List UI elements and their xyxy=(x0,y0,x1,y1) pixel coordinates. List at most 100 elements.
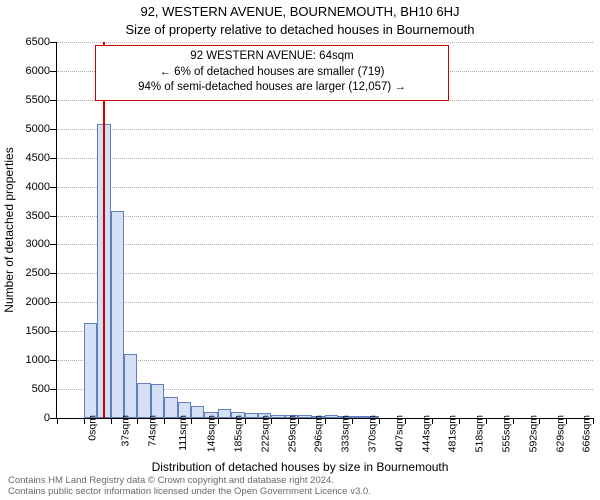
x-tick-label: 518sqm xyxy=(474,415,486,452)
x-tick-label: 222sqm xyxy=(259,415,271,452)
x-tick xyxy=(513,418,514,424)
x-tick xyxy=(84,418,85,424)
y-tick xyxy=(50,418,56,419)
histogram-bar xyxy=(191,406,204,418)
gridline xyxy=(57,360,593,361)
y-tick-label: 3500 xyxy=(10,210,50,222)
y-tick-label: 6000 xyxy=(10,65,50,77)
y-tick xyxy=(50,216,56,217)
x-tick xyxy=(593,418,594,424)
histogram-bar xyxy=(137,383,150,418)
histogram-bar xyxy=(325,415,338,418)
x-tick xyxy=(271,418,272,424)
y-axis-title: Number of detached properties xyxy=(2,147,16,312)
y-tick xyxy=(50,129,56,130)
y-tick-label: 1000 xyxy=(10,354,50,366)
y-tick xyxy=(50,302,56,303)
gridline xyxy=(57,302,593,303)
y-tick-label: 6500 xyxy=(10,36,50,48)
histogram-bar xyxy=(111,211,124,418)
gridline xyxy=(57,273,593,274)
histogram-bar xyxy=(218,409,231,418)
gridline xyxy=(57,158,593,159)
x-tick xyxy=(137,418,138,424)
x-tick xyxy=(245,418,246,424)
x-tick-label: 555sqm xyxy=(500,415,512,452)
x-tick-label: 74sqm xyxy=(146,415,158,447)
y-tick-label: 2500 xyxy=(10,267,50,279)
y-tick-label: 2000 xyxy=(10,296,50,308)
y-tick xyxy=(50,187,56,188)
y-tick xyxy=(50,244,56,245)
histogram-bar xyxy=(245,413,258,418)
x-tick xyxy=(405,418,406,424)
x-tick-label: 111sqm xyxy=(177,415,189,451)
footer-line2: Contains public sector information licen… xyxy=(8,487,371,498)
y-tick xyxy=(50,71,56,72)
x-tick-label: 444sqm xyxy=(420,415,432,452)
x-tick-label: 481sqm xyxy=(447,415,459,452)
y-tick xyxy=(50,42,56,43)
y-tick-label: 4500 xyxy=(10,152,50,164)
x-tick-label: 37sqm xyxy=(119,415,131,447)
x-tick-label: 185sqm xyxy=(232,415,244,452)
gridline xyxy=(57,216,593,217)
histogram-bar xyxy=(84,323,97,418)
x-tick-label: 148sqm xyxy=(206,415,218,452)
histogram-bar xyxy=(151,384,164,418)
x-tick xyxy=(566,418,567,424)
highlight-line3: 94% of semi-detached houses are larger (… xyxy=(102,80,442,96)
x-tick-label: 666sqm xyxy=(581,415,593,452)
x-tick xyxy=(459,418,460,424)
footer: Contains HM Land Registry data © Crown c… xyxy=(8,476,371,498)
chart-title: 92, WESTERN AVENUE, BOURNEMOUTH, BH10 6H… xyxy=(0,4,600,19)
x-tick xyxy=(57,418,58,424)
x-tick xyxy=(191,418,192,424)
y-tick xyxy=(50,158,56,159)
y-tick xyxy=(50,360,56,361)
x-tick xyxy=(379,418,380,424)
x-tick-label: 333sqm xyxy=(340,415,352,452)
histogram-bar xyxy=(164,397,177,418)
highlight-line1: 92 WESTERN AVENUE: 64sqm xyxy=(102,49,442,65)
x-tick-label: 259sqm xyxy=(286,415,298,452)
x-tick-label: 296sqm xyxy=(313,415,325,452)
gridline xyxy=(57,42,593,43)
y-tick xyxy=(50,273,56,274)
y-tick-label: 1500 xyxy=(10,325,50,337)
gridline xyxy=(57,331,593,332)
y-tick-label: 5000 xyxy=(10,123,50,135)
gridline xyxy=(57,187,593,188)
y-tick-label: 500 xyxy=(10,383,50,395)
chart-subtitle: Size of property relative to detached ho… xyxy=(0,22,600,37)
highlight-box: 92 WESTERN AVENUE: 64sqm ← 6% of detache… xyxy=(95,45,449,101)
x-tick-label: 629sqm xyxy=(554,415,566,452)
y-tick xyxy=(50,389,56,390)
histogram-bar xyxy=(124,354,137,418)
chart-container: 92, WESTERN AVENUE, BOURNEMOUTH, BH10 6H… xyxy=(0,0,600,500)
gridline xyxy=(57,129,593,130)
gridline xyxy=(57,244,593,245)
x-tick-label: 370sqm xyxy=(366,415,378,452)
histogram-bar xyxy=(271,415,284,418)
x-tick xyxy=(298,418,299,424)
x-axis-title: Distribution of detached houses by size … xyxy=(0,460,600,474)
x-tick-label: 0sqm xyxy=(87,415,99,441)
x-tick-label: 407sqm xyxy=(393,415,405,452)
x-tick xyxy=(164,418,165,424)
y-tick xyxy=(50,100,56,101)
y-tick-label: 4000 xyxy=(10,181,50,193)
histogram-bar xyxy=(352,416,365,418)
histogram-bar xyxy=(298,415,311,418)
y-tick-label: 5500 xyxy=(10,94,50,106)
x-tick xyxy=(539,418,540,424)
x-tick xyxy=(325,418,326,424)
y-tick-label: 0 xyxy=(10,412,50,424)
highlight-line2: ← 6% of detached houses are smaller (719… xyxy=(102,65,442,81)
y-tick-label: 3000 xyxy=(10,238,50,250)
x-tick-label: 592sqm xyxy=(527,415,539,452)
x-tick xyxy=(218,418,219,424)
x-tick xyxy=(111,418,112,424)
x-tick xyxy=(432,418,433,424)
x-tick xyxy=(352,418,353,424)
